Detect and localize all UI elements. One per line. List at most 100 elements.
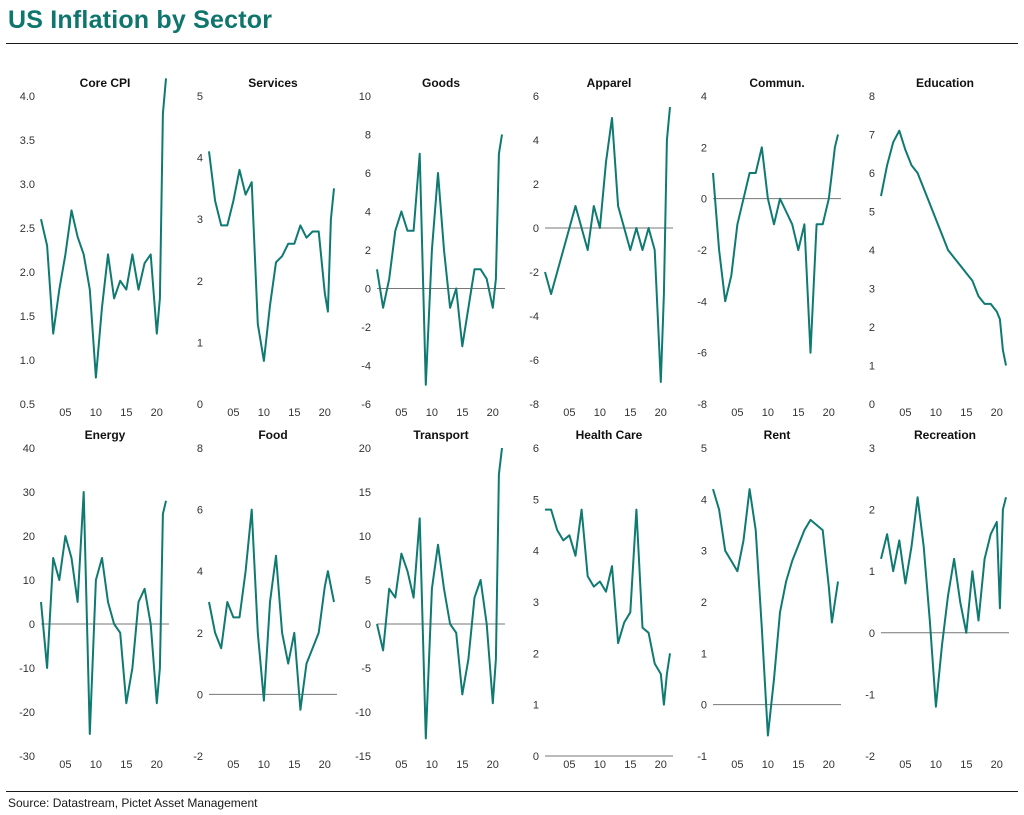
y-tick-label: 0	[197, 689, 203, 701]
x-tick-label: 10	[930, 759, 942, 771]
x-tick-label: 15	[120, 759, 132, 771]
x-tick-label: 15	[792, 407, 804, 419]
x-tick-label: 05	[59, 759, 71, 771]
chart-panel-services: Services 0 1 2 3 4 5 05 10 15 20	[197, 76, 335, 419]
x-tick-label: 10	[594, 759, 606, 771]
chart-title-food: Food	[258, 428, 287, 442]
x-tick-label: 15	[792, 759, 804, 771]
y-tick-label: 30	[23, 487, 35, 499]
y-tick-label: -1	[865, 689, 875, 701]
y-tick-label: 20	[359, 443, 371, 455]
chart-title-health-care: Health Care	[576, 428, 643, 442]
y-tick-label: 0	[533, 751, 539, 763]
y-tick-label: 1	[869, 566, 875, 578]
x-tick-label: 05	[563, 407, 575, 419]
y-tick-label: 5	[365, 575, 371, 587]
series-line-recreation	[880, 496, 1007, 708]
y-tick-label: 6	[197, 505, 203, 517]
y-tick-label: 0.5	[20, 399, 35, 411]
x-tick-label: 20	[991, 407, 1003, 419]
series-line-food	[208, 508, 335, 711]
x-tick-label: 15	[624, 407, 636, 419]
y-tick-label: 1.0	[20, 355, 35, 367]
y-tick-label: -2	[529, 267, 539, 279]
y-tick-label: 1	[869, 361, 875, 373]
chart-title-education: Education	[916, 76, 974, 90]
y-tick-label: 8	[365, 130, 371, 142]
x-tick-label: 10	[762, 759, 774, 771]
y-tick-label: -2	[697, 245, 707, 257]
chart-panel-commun: Commun. -8 -6 -4 -2 0 2 4 05 10 15 20	[697, 76, 841, 419]
chart-panel-core-cpi: Core CPI 0.5 1.0 1.5 2.0 2.5 3.0 3.5 4.0 05 10 15 20	[20, 76, 167, 419]
x-tick-label: 05	[899, 407, 911, 419]
y-tick-label: 3	[869, 443, 875, 455]
y-tick-label: 2.0	[20, 267, 35, 279]
y-tick-label: 15	[359, 487, 371, 499]
y-tick-label: -20	[19, 707, 35, 719]
y-tick-label: 0	[29, 619, 35, 631]
y-tick-label: -1	[697, 751, 707, 763]
x-tick-label: 05	[563, 759, 575, 771]
y-tick-label: 6	[365, 168, 371, 180]
series-line-transport	[376, 447, 503, 740]
y-tick-label: 0	[701, 194, 707, 206]
x-tick-label: 15	[624, 759, 636, 771]
footer-divider	[6, 791, 1018, 792]
x-tick-label: 20	[151, 759, 163, 771]
x-tick-label: 10	[258, 759, 270, 771]
y-tick-label: 4	[701, 494, 707, 506]
x-tick-label: 10	[258, 407, 270, 419]
source-note: Source: Datastream, Pictet Asset Managem…	[8, 796, 258, 810]
y-tick-label: 0	[869, 628, 875, 640]
y-tick-label: 2	[869, 505, 875, 517]
y-tick-label: -10	[19, 663, 35, 675]
y-tick-label: 4	[701, 91, 707, 103]
series-line-rent	[712, 488, 839, 737]
y-tick-label: -4	[361, 361, 371, 373]
y-tick-label: 1.5	[20, 311, 35, 323]
y-tick-label: 2	[365, 245, 371, 257]
chart-title-core-cpi: Core CPI	[80, 76, 131, 90]
x-tick-label: 10	[90, 759, 102, 771]
y-tick-label: -2	[865, 751, 875, 763]
chart-panel-rent: Rent -1 0 1 2 3 4 5 05 10 15 20	[697, 428, 841, 771]
x-tick-label: 20	[151, 407, 163, 419]
x-tick-label: 05	[227, 407, 239, 419]
y-tick-label: 2	[197, 628, 203, 640]
chart-title-recreation: Recreation	[914, 428, 976, 442]
y-tick-label: 2	[701, 142, 707, 154]
y-tick-label: 0	[869, 399, 875, 411]
y-tick-label: 5	[197, 91, 203, 103]
chart-panel-goods: Goods -6 -4 -2 0 2 4 6 8 10 05 10 15 20	[359, 76, 505, 419]
y-tick-label: 2	[533, 648, 539, 660]
x-tick-label: 15	[456, 759, 468, 771]
y-tick-label: 7	[869, 130, 875, 142]
y-tick-label: 4	[197, 153, 203, 165]
y-tick-label: 2	[869, 322, 875, 334]
title-divider	[6, 43, 1018, 44]
chart-title-goods: Goods	[422, 76, 460, 90]
x-tick-label: 20	[991, 759, 1003, 771]
y-tick-label: -2	[193, 751, 203, 763]
y-tick-label: -4	[529, 311, 539, 323]
x-tick-label: 20	[823, 759, 835, 771]
y-tick-label: -8	[529, 399, 539, 411]
y-tick-label: 2	[701, 597, 707, 609]
x-tick-label: 05	[395, 759, 407, 771]
x-tick-label: 20	[487, 407, 499, 419]
y-tick-label: 0	[701, 700, 707, 712]
x-tick-label: 15	[288, 407, 300, 419]
x-tick-label: 20	[319, 407, 331, 419]
y-tick-label: 6	[869, 168, 875, 180]
chart-title-rent: Rent	[764, 428, 791, 442]
y-tick-label: 6	[533, 443, 539, 455]
y-tick-label: 0	[365, 619, 371, 631]
x-tick-label: 10	[426, 407, 438, 419]
series-line-energy	[40, 491, 167, 735]
y-tick-label: 3	[701, 546, 707, 558]
y-tick-label: -6	[361, 399, 371, 411]
y-tick-label: 1	[197, 337, 203, 349]
y-tick-label: 20	[23, 531, 35, 543]
y-tick-label: 0	[197, 399, 203, 411]
